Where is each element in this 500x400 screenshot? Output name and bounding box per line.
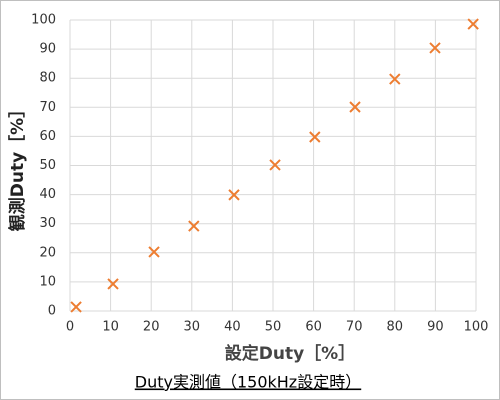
y-tick-label: 20: [39, 245, 56, 260]
data-point: [188, 220, 200, 232]
data-point: [148, 246, 160, 258]
y-tick-label: 100: [31, 13, 56, 28]
x-tick-label: 80: [387, 320, 404, 335]
y-tick-label: 90: [39, 42, 56, 57]
chart-title: Duty実測値（150kHz設定時）: [135, 373, 361, 392]
data-point: [389, 73, 401, 85]
data-point: [269, 159, 281, 171]
y-tick-label: 80: [39, 71, 56, 86]
x-tick-label: 100: [464, 320, 489, 335]
x-tick-label: 10: [102, 320, 119, 335]
y-tick-label: 50: [39, 158, 56, 173]
data-point: [309, 131, 321, 143]
data-point: [429, 42, 441, 54]
y-tick-label: 0: [48, 304, 56, 319]
x-tick-label: 0: [66, 320, 74, 335]
x-tick-label: 90: [427, 320, 444, 335]
data-point: [349, 101, 361, 113]
y-tick-label: 70: [39, 100, 56, 115]
x-tick-label: 20: [143, 320, 160, 335]
y-tick-label: 10: [39, 274, 56, 289]
data-point: [228, 189, 240, 201]
x-tick-label: 50: [265, 320, 282, 335]
y-tick-label: 30: [39, 216, 56, 231]
x-tick-label: 70: [346, 320, 363, 335]
x-tick-label: 30: [184, 320, 201, 335]
data-point: [107, 278, 119, 290]
y-tick-label: 60: [39, 129, 56, 144]
x-tick-label: 60: [305, 320, 322, 335]
data-point: [70, 301, 82, 313]
x-tick-label: 40: [224, 320, 241, 335]
data-point: [467, 18, 479, 30]
y-tick-label: 40: [39, 187, 56, 202]
y-axis-label: 観測Duty［%］: [7, 101, 28, 231]
x-axis-label: 設定Duty［%］: [225, 343, 355, 364]
